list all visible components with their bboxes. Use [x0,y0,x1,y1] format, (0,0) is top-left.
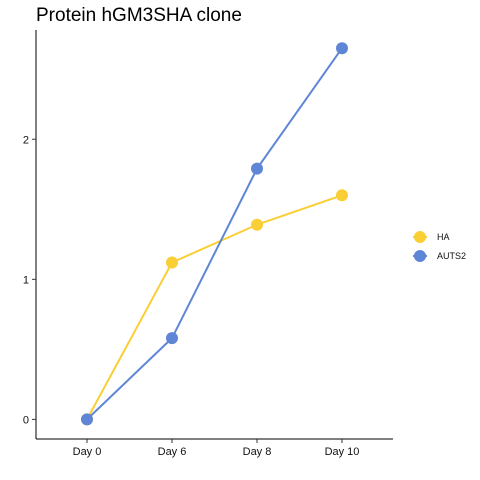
legend-item: HA [413,231,450,243]
x-tick-label: Day 8 [243,446,272,458]
data-point [166,256,178,269]
y-tick-label: 1 [23,274,29,286]
y-tick-label: 0 [23,414,29,426]
x-tick-label: Day 6 [158,446,187,458]
legend-key-point [414,231,426,243]
legend: HA AUTS2 [413,231,466,262]
series-line [86,194,343,420]
legend-item: AUTS2 [413,250,466,262]
data-point [336,42,348,55]
series-auts2 [81,42,348,426]
series-ha [81,189,348,426]
data-point [336,189,348,202]
y-tick-label: 2 [23,134,29,146]
axes: 0 1 2 Day 0 Day 6 Day 8 Day 10 [23,30,393,458]
data-point [166,332,178,345]
legend-key-point [414,250,426,262]
series-line [86,47,343,421]
data-point [81,413,93,426]
legend-label: HA [437,232,450,242]
series-layer [81,42,348,426]
data-point [251,218,263,231]
x-tick-label: Day 0 [73,446,102,458]
legend-label: AUTS2 [437,251,466,261]
x-tick-label: Day 10 [325,446,360,458]
chart-title: Protein hGM3SHA clone [36,5,242,26]
data-point [251,162,263,175]
